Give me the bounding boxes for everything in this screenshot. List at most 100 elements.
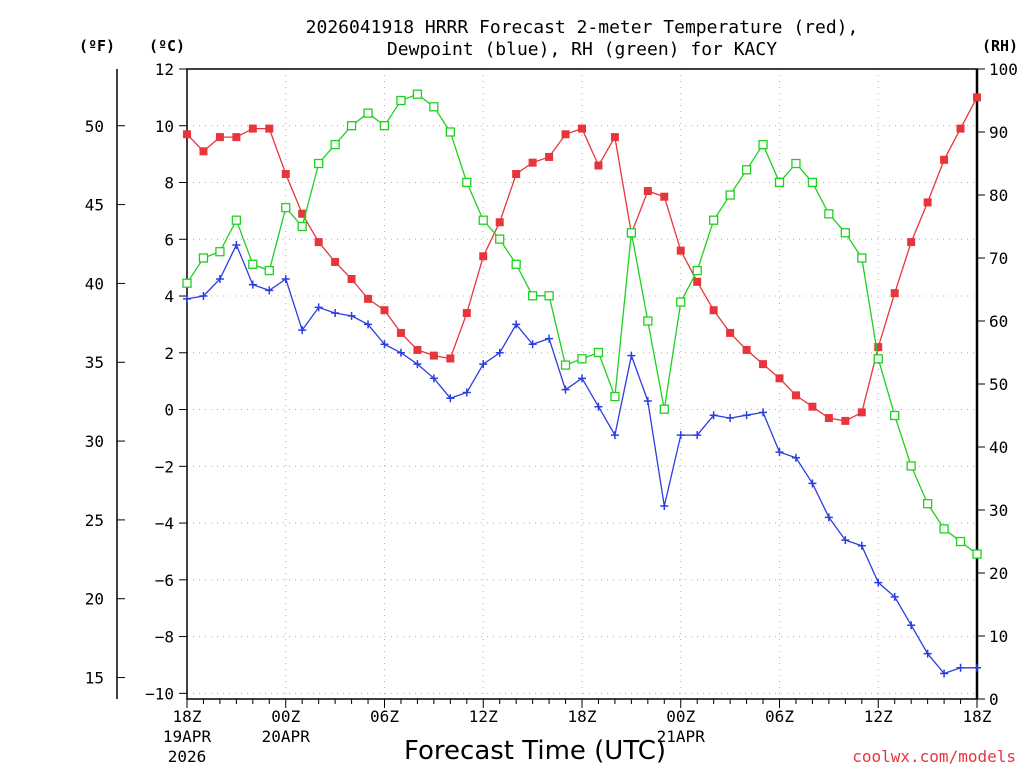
fahrenheit-tick-label: 40	[85, 274, 104, 293]
chart-title-line1: 2026041918 HRRR Forecast 2-meter Tempera…	[306, 17, 859, 38]
rh-tick-label: 50	[989, 375, 1008, 394]
dewpoint-point	[594, 402, 603, 411]
temperature-point	[298, 209, 307, 218]
dewpoint-point	[808, 479, 817, 488]
celsius-tick-label: 2	[164, 344, 174, 363]
x-tick-label: 06Z	[370, 707, 399, 726]
rh-point	[791, 158, 801, 169]
x-tick-label: 18Z	[173, 707, 202, 726]
rh-point	[807, 177, 818, 188]
dewpoint-point	[281, 275, 290, 283]
rh-point	[198, 253, 209, 263]
rh-point	[659, 404, 669, 414]
dewpoint-point	[709, 411, 718, 420]
dewpoint-point	[676, 431, 685, 440]
rh-point	[412, 89, 423, 99]
rh-point	[577, 354, 587, 364]
temperature-point	[561, 130, 570, 139]
rh-point	[857, 253, 867, 263]
x-tick-date-label: 21APR	[657, 727, 706, 746]
rh-point	[544, 291, 554, 301]
celsius-unit-label: (ºC)	[149, 37, 185, 55]
dewpoint-point	[413, 360, 422, 369]
rh-point	[741, 165, 752, 175]
dewpoint-point	[742, 411, 751, 420]
fahrenheit-tick-label: 15	[85, 669, 104, 688]
celsius-tick-label: −4	[155, 514, 174, 533]
temperature-point	[183, 130, 191, 139]
temperature-point	[742, 345, 751, 354]
rh-point	[922, 499, 933, 509]
rh-line	[186, 93, 978, 555]
temperature-point	[726, 328, 735, 337]
fahrenheit-unit-label: (ºF)	[79, 37, 115, 55]
temperature-point	[775, 374, 784, 383]
dewpoint-point	[874, 578, 883, 587]
temperature-point	[874, 343, 883, 352]
dewpoint-point	[610, 431, 619, 440]
dewpoint-point	[956, 663, 965, 672]
dewpoint-point	[298, 326, 307, 335]
dewpoint-point	[364, 320, 373, 329]
temperature-point	[791, 391, 800, 400]
rh-point	[478, 215, 488, 225]
dewpoint-point	[396, 348, 405, 357]
temperature-point	[940, 155, 949, 164]
dewpoint-point	[314, 303, 323, 312]
temperature-point	[331, 257, 340, 266]
rh-point	[774, 177, 785, 188]
dewpoint-point	[791, 453, 800, 462]
dewpoint-point	[923, 649, 932, 658]
rh-tick-label: 0	[989, 690, 999, 709]
rh-point	[939, 524, 949, 534]
dewpoint-point	[561, 385, 570, 394]
x-tick-label: 06Z	[765, 707, 794, 726]
dewpoint-point	[578, 374, 586, 383]
temperature-point	[923, 198, 932, 207]
rh-point	[330, 139, 340, 150]
celsius-tick-label: 6	[164, 230, 174, 249]
dewpoint-point	[380, 340, 389, 349]
dewpoint-point	[429, 374, 438, 383]
temperature-point	[314, 238, 323, 247]
celsius-tick-label: 8	[164, 174, 174, 193]
dewpoint-point	[199, 292, 208, 301]
fahrenheit-tick-label: 45	[85, 196, 104, 215]
dewpoint-point	[183, 294, 191, 303]
temperature-point	[545, 152, 554, 161]
rh-point	[462, 177, 472, 188]
temperature-point	[693, 277, 702, 286]
rh-point	[248, 259, 258, 269]
dewpoint-point	[824, 513, 833, 522]
temperature-point	[709, 306, 718, 315]
rh-tick-label: 70	[989, 249, 1008, 268]
rh-point	[906, 461, 916, 471]
rh-point	[610, 391, 620, 402]
dewpoint-point	[462, 388, 471, 397]
temperature-point	[462, 309, 471, 318]
data-series	[182, 89, 982, 678]
fahrenheit-tick-label: 35	[85, 353, 104, 372]
rh-point	[873, 354, 883, 364]
fahrenheit-tick-label: 30	[85, 432, 104, 451]
dewpoint-point	[627, 351, 636, 360]
temperature-point	[495, 218, 504, 227]
celsius-tick-label: 0	[164, 401, 174, 420]
temperature-point	[973, 93, 981, 102]
x-tick-date-label: 20APR	[262, 727, 311, 746]
temperature-point	[660, 192, 669, 201]
rh-point	[840, 228, 850, 238]
rh-point	[676, 297, 686, 307]
credit-text: coolwx.com/models	[852, 747, 1016, 766]
temperature-point	[907, 238, 916, 247]
rh-point	[824, 209, 834, 219]
rh-point	[346, 121, 357, 131]
temperature-point	[232, 133, 241, 142]
temperature-point	[281, 170, 290, 178]
dewpoint-point	[775, 448, 784, 457]
dewpoint-point	[545, 334, 554, 343]
rh-point	[643, 316, 653, 326]
x-tick-label: 12Z	[469, 707, 498, 726]
rh-point	[972, 549, 982, 559]
